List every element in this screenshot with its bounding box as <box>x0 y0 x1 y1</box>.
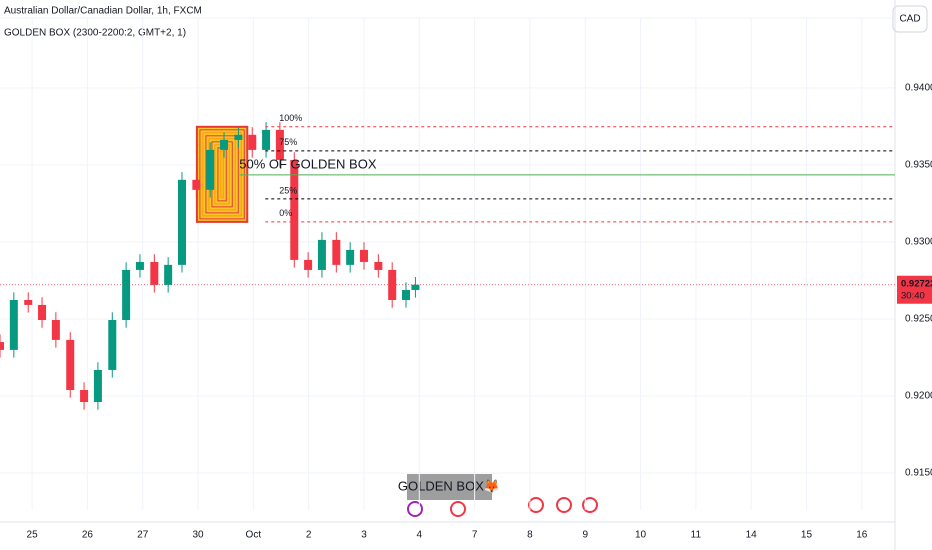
candle-body <box>177 179 186 265</box>
x-tick-label: 15 <box>801 530 813 541</box>
x-tick-label: 10 <box>635 530 647 541</box>
candle-body <box>150 261 159 285</box>
candle-body <box>359 249 368 262</box>
candle-body <box>290 159 299 260</box>
x-tick-label: 16 <box>856 530 868 541</box>
event-icon[interactable] <box>528 497 544 513</box>
candle-body <box>9 299 18 350</box>
candle-body <box>122 269 131 321</box>
y-tick-label: 0.94000 <box>905 82 932 93</box>
currency-label[interactable]: CAD <box>899 14 920 25</box>
x-tick-label: 9 <box>582 530 588 541</box>
box-pattern <box>220 150 224 199</box>
level-label: 100% <box>279 113 302 123</box>
candle-body <box>346 249 355 265</box>
x-tick-label: 30 <box>192 530 204 541</box>
currency-button[interactable] <box>892 5 928 33</box>
candle-body <box>317 239 326 270</box>
candle-body <box>51 320 60 340</box>
price-badge <box>897 275 932 304</box>
candle-body <box>374 261 383 270</box>
candle-body <box>192 179 201 190</box>
x-tick-label: 14 <box>746 530 758 541</box>
candle-body <box>304 259 313 270</box>
box-pattern <box>202 132 242 217</box>
candle-body <box>402 289 411 300</box>
candle-body <box>93 369 102 402</box>
x-tick-label: 3 <box>361 530 367 541</box>
candle-body <box>248 134 257 150</box>
event-icon[interactable] <box>407 501 423 517</box>
badge-bg <box>407 474 492 500</box>
x-tick-label: 7 <box>472 530 478 541</box>
symbol-title: Australian Dollar/Canadian Dollar, 1h, F… <box>4 6 202 17</box>
x-tick-label: 26 <box>82 530 94 541</box>
x-tick-label: 8 <box>527 530 533 541</box>
badge: GOLDEN BOX🦊 <box>398 478 500 493</box>
y-tick-label: 0.91500 <box>905 468 932 479</box>
candle-body <box>411 284 420 290</box>
candle-body <box>332 239 341 265</box>
candle-body <box>38 304 47 321</box>
level-label: 0% <box>279 208 292 218</box>
grid <box>0 18 895 510</box>
candle-body <box>206 149 215 190</box>
candle-body <box>24 299 33 305</box>
countdown: 30:40 <box>901 290 925 301</box>
x-tick-label: 11 <box>691 530 702 541</box>
candle-body <box>108 320 117 370</box>
x-tick-label: 27 <box>137 530 149 541</box>
indicator-title: GOLDEN BOX (2300-2200:2, GMT+2, 1) <box>4 28 186 39</box>
candle-body <box>135 261 144 270</box>
level-label: 25% <box>279 185 297 195</box>
candle-body <box>234 134 243 140</box>
candle-body <box>388 269 397 300</box>
y-tick-label: 0.92500 <box>905 314 932 325</box>
candle-body <box>262 129 271 150</box>
event-icons <box>407 497 598 517</box>
candle-body <box>220 139 229 150</box>
candle-body <box>275 129 284 160</box>
candle-body <box>164 264 173 285</box>
x-tick-label: 25 <box>27 530 39 541</box>
y-tick-label: 0.93500 <box>905 160 932 171</box>
candle-body <box>0 342 4 350</box>
y-tick-label: 0.93000 <box>905 237 932 248</box>
level-label: 50% OF GOLDEN BOX <box>239 156 377 171</box>
x-tick-label: 2 <box>306 530 312 541</box>
price-label: 0.92722 <box>901 278 932 289</box>
level-label: 75% <box>279 137 297 147</box>
event-icon[interactable] <box>556 497 572 513</box>
y-tick-label: 0.92000 <box>905 391 932 402</box>
candle-body <box>80 389 89 402</box>
event-icon[interactable] <box>450 501 466 517</box>
box-pattern <box>205 135 239 214</box>
x-tick-label: 4 <box>417 530 423 541</box>
candle-body <box>66 339 75 390</box>
box-pattern <box>199 129 245 220</box>
event-icon[interactable] <box>582 497 598 513</box>
x-tick-label: Oct <box>246 530 262 541</box>
